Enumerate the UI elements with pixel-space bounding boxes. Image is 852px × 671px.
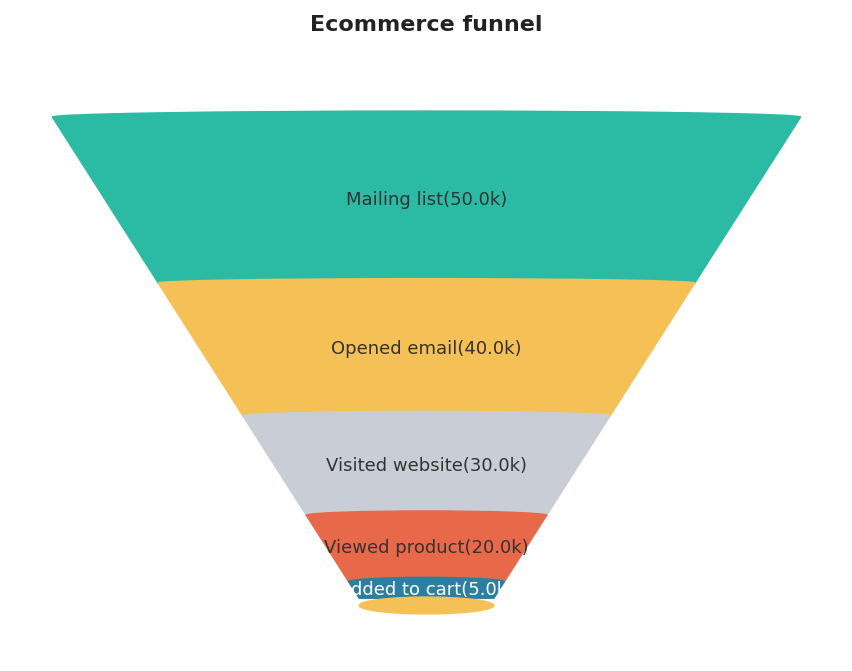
Text: Opened email(40.0k): Opened email(40.0k)	[331, 340, 521, 358]
Text: Visited website(30.0k): Visited website(30.0k)	[325, 456, 527, 474]
Polygon shape	[348, 582, 504, 599]
Ellipse shape	[348, 577, 504, 586]
Title: Ecommerce funnel: Ecommerce funnel	[310, 15, 542, 35]
Ellipse shape	[158, 278, 694, 287]
Polygon shape	[52, 117, 800, 283]
Ellipse shape	[52, 111, 800, 123]
Ellipse shape	[306, 511, 546, 519]
Ellipse shape	[359, 597, 493, 614]
Polygon shape	[243, 416, 609, 515]
Text: Viewed product(20.0k): Viewed product(20.0k)	[324, 539, 528, 558]
Text: Added to cart(5.0k): Added to cart(5.0k)	[338, 581, 514, 599]
Ellipse shape	[243, 411, 609, 420]
Polygon shape	[158, 283, 694, 416]
Text: Mailing list(50.0k): Mailing list(50.0k)	[345, 191, 507, 209]
Polygon shape	[306, 515, 546, 582]
